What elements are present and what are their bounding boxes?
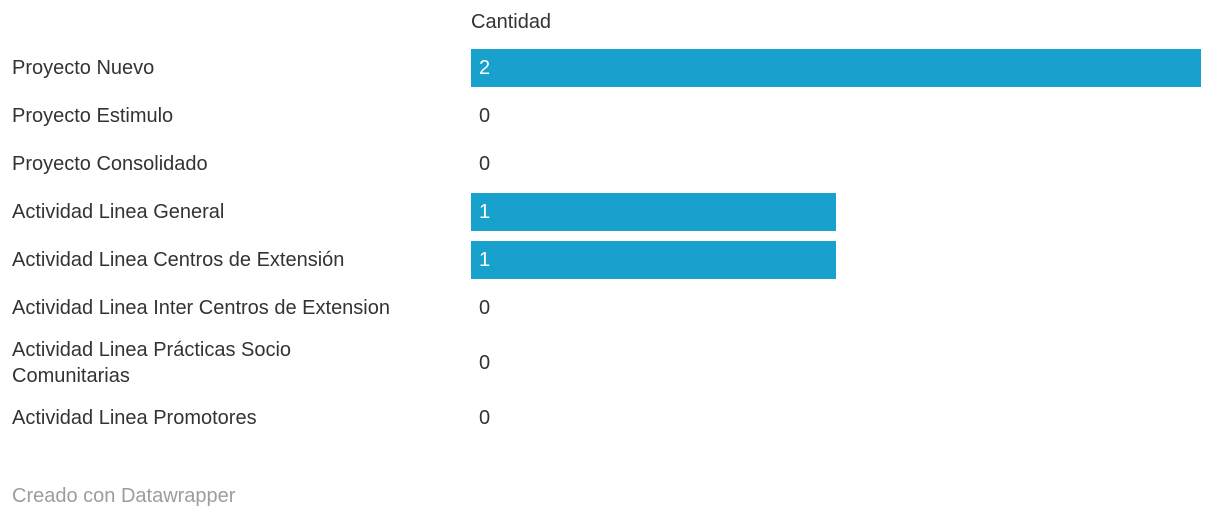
value-label: 0 (479, 351, 491, 374)
chart-footer: Creado con Datawrapper (0, 484, 1220, 508)
value-column-header: Cantidad (471, 10, 552, 33)
category-label: Actividad Linea Prácticas Socio Comunita… (12, 339, 292, 387)
chart-row: Proyecto Estimulo 0 (0, 92, 1220, 140)
bar[interactable]: 1 (471, 241, 836, 279)
value-label: 0 (479, 406, 491, 429)
bar-value-label: 1 (479, 200, 491, 223)
category-label: Actividad Linea Promotores (12, 407, 257, 429)
chart-row: Actividad Linea General 1 (0, 188, 1220, 236)
category-label: Actividad Linea General (12, 201, 225, 223)
value-label: 0 (479, 152, 491, 175)
value-label: 0 (479, 104, 491, 127)
category-label: Actividad Linea Centros de Extensión (12, 249, 345, 271)
chart-row: Proyecto Consolidado 0 (0, 140, 1220, 188)
chart-row: Actividad Linea Prácticas Socio Comunita… (0, 332, 1220, 394)
chart-row: Proyecto Nuevo 2 (0, 44, 1220, 92)
category-label: Proyecto Consolidado (12, 153, 208, 175)
bar-value-label: 1 (479, 248, 491, 271)
category-label: Proyecto Nuevo (12, 57, 155, 79)
category-label: Actividad Linea Inter Centros de Extensi… (12, 297, 390, 319)
chart-header-row: Cantidad (0, 0, 1220, 44)
category-label: Proyecto Estimulo (12, 105, 174, 127)
chart-rows: Proyecto Nuevo 2 Proyecto Estimulo 0 Pro… (0, 44, 1220, 442)
bar[interactable]: 2 (471, 49, 1201, 87)
bar[interactable]: 1 (471, 193, 836, 231)
datawrapper-credit: Creado con Datawrapper (12, 485, 236, 507)
value-label: 0 (479, 296, 491, 319)
chart-row: Actividad Linea Inter Centros de Extensi… (0, 284, 1220, 332)
chart-row: Actividad Linea Promotores 0 (0, 394, 1220, 442)
bar-value-label: 2 (479, 56, 491, 79)
chart-row: Actividad Linea Centros de Extensión 1 (0, 236, 1220, 284)
